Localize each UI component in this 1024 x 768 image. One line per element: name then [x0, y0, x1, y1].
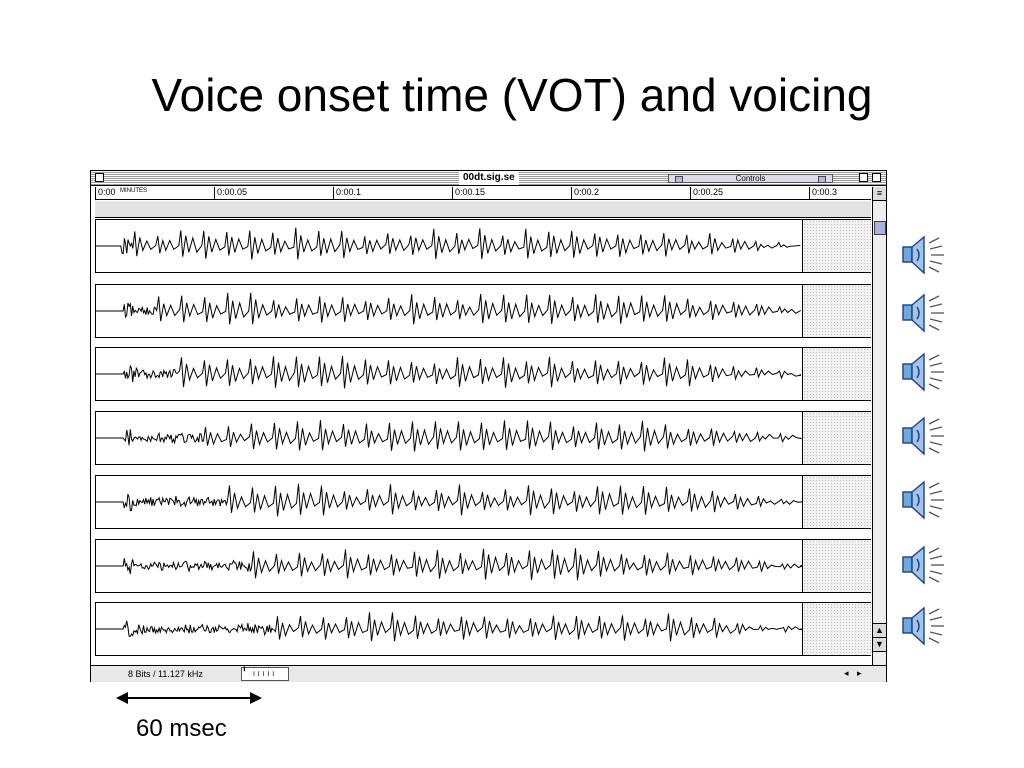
empty-region	[802, 603, 871, 655]
ruler-tick: 0:00.25	[690, 187, 723, 199]
selection-strip[interactable]	[95, 201, 871, 218]
empty-region	[802, 220, 871, 272]
waveform-line	[96, 355, 802, 389]
vertical-scrollbar[interactable]: ≡ ▲ ▼	[872, 187, 886, 665]
waveform-line	[96, 548, 804, 581]
sound-editor-window: 00dt.sig.se Controls 0:00 MINUTES 0:00.0…	[90, 170, 887, 682]
controls-label: Controls	[735, 174, 766, 183]
slide-title: Voice onset time (VOT) and voicing	[151, 69, 873, 121]
waveform-track[interactable]	[95, 219, 871, 273]
waveform-plot	[96, 355, 802, 389]
ruler-tick: 0:00.15	[452, 187, 485, 199]
waveform-plot	[96, 227, 801, 260]
waveform-track[interactable]	[95, 539, 871, 593]
speaker-icon[interactable]	[898, 478, 946, 522]
empty-region	[802, 540, 871, 592]
waveform-line	[96, 612, 805, 642]
format-status: 8 Bits / 11.127 kHz	[128, 669, 203, 679]
controls-right-icon	[818, 176, 826, 183]
waveform-plot	[96, 612, 805, 642]
waveform-line	[96, 420, 802, 452]
zoom-box-icon[interactable]	[859, 173, 868, 182]
waveform-plot	[96, 420, 802, 452]
time-ruler[interactable]: 0:00 MINUTES 0:00.05 0:00.1 0:00.15 0:00…	[95, 187, 871, 200]
waveform-line	[96, 292, 801, 325]
ruler-tick-label: 0:00.25	[693, 187, 724, 197]
empty-region	[802, 476, 871, 528]
speaker-icon[interactable]	[898, 414, 946, 458]
ruler-tick-label: 0:00.1	[336, 187, 362, 197]
ruler-tick: 0:00.2	[571, 187, 599, 199]
scroll-down-icon[interactable]: ▼	[873, 637, 886, 652]
ruler-tick-label: 0:00.05	[217, 187, 248, 197]
scroll-right-icon[interactable]: ▸	[857, 668, 862, 678]
empty-region	[802, 285, 871, 337]
waveform-plot	[96, 548, 804, 581]
speaker-icon[interactable]	[898, 543, 946, 587]
scroll-mode-icon[interactable]: ≡	[873, 187, 886, 201]
waveform-line	[96, 483, 803, 517]
waveform-track[interactable]	[95, 284, 871, 338]
ruler-tick: 0:00.05	[214, 187, 247, 199]
ruler-tick: 0:00.3	[809, 187, 837, 199]
window-titlebar[interactable]: 00dt.sig.se Controls	[91, 171, 886, 186]
waveform-track[interactable]	[95, 602, 871, 656]
ruler-unit-label: MINUTES	[120, 188, 147, 194]
status-bar: 8 Bits / 11.127 kHz ╹ ╷╷╷╷╷ ◂ ▸	[91, 665, 886, 682]
window-title: 00dt.sig.se	[459, 171, 519, 185]
ruler-tick: 0:00 MINUTES	[95, 187, 147, 199]
waveform-track[interactable]	[95, 411, 871, 465]
waveform-track[interactable]	[95, 475, 871, 529]
duration-arrow	[116, 692, 262, 704]
ruler-tick: 0:00.1	[333, 187, 361, 199]
waveform-track[interactable]	[95, 347, 871, 401]
collapse-box-icon[interactable]	[872, 173, 881, 182]
close-box-icon[interactable]	[95, 173, 104, 182]
ruler-tick-label: 0:00.15	[455, 187, 486, 197]
ruler-tick-label: 0:00	[98, 187, 116, 197]
waveform-plot	[96, 292, 801, 325]
ruler-tick-label: 0:00.2	[574, 187, 600, 197]
waveform-line	[96, 227, 801, 260]
speaker-icon[interactable]	[898, 291, 946, 335]
ruler-tick-label: 0:00.3	[812, 187, 838, 197]
duration-caption: 60 msec	[136, 715, 227, 742]
scroll-thumb[interactable]	[874, 221, 886, 235]
speaker-icon[interactable]	[898, 350, 946, 394]
zoom-slider[interactable]: ╹ ╷╷╷╷╷	[241, 667, 289, 681]
scroll-up-icon[interactable]: ▲	[873, 623, 886, 638]
speaker-icon[interactable]	[898, 604, 946, 648]
waveform-plot	[96, 483, 803, 517]
controls-left-icon	[675, 176, 683, 183]
speaker-icon[interactable]	[898, 233, 946, 277]
empty-region	[802, 348, 871, 400]
scroll-left-icon[interactable]: ◂	[844, 668, 849, 678]
empty-region	[802, 412, 871, 464]
controls-button[interactable]: Controls	[668, 174, 833, 183]
